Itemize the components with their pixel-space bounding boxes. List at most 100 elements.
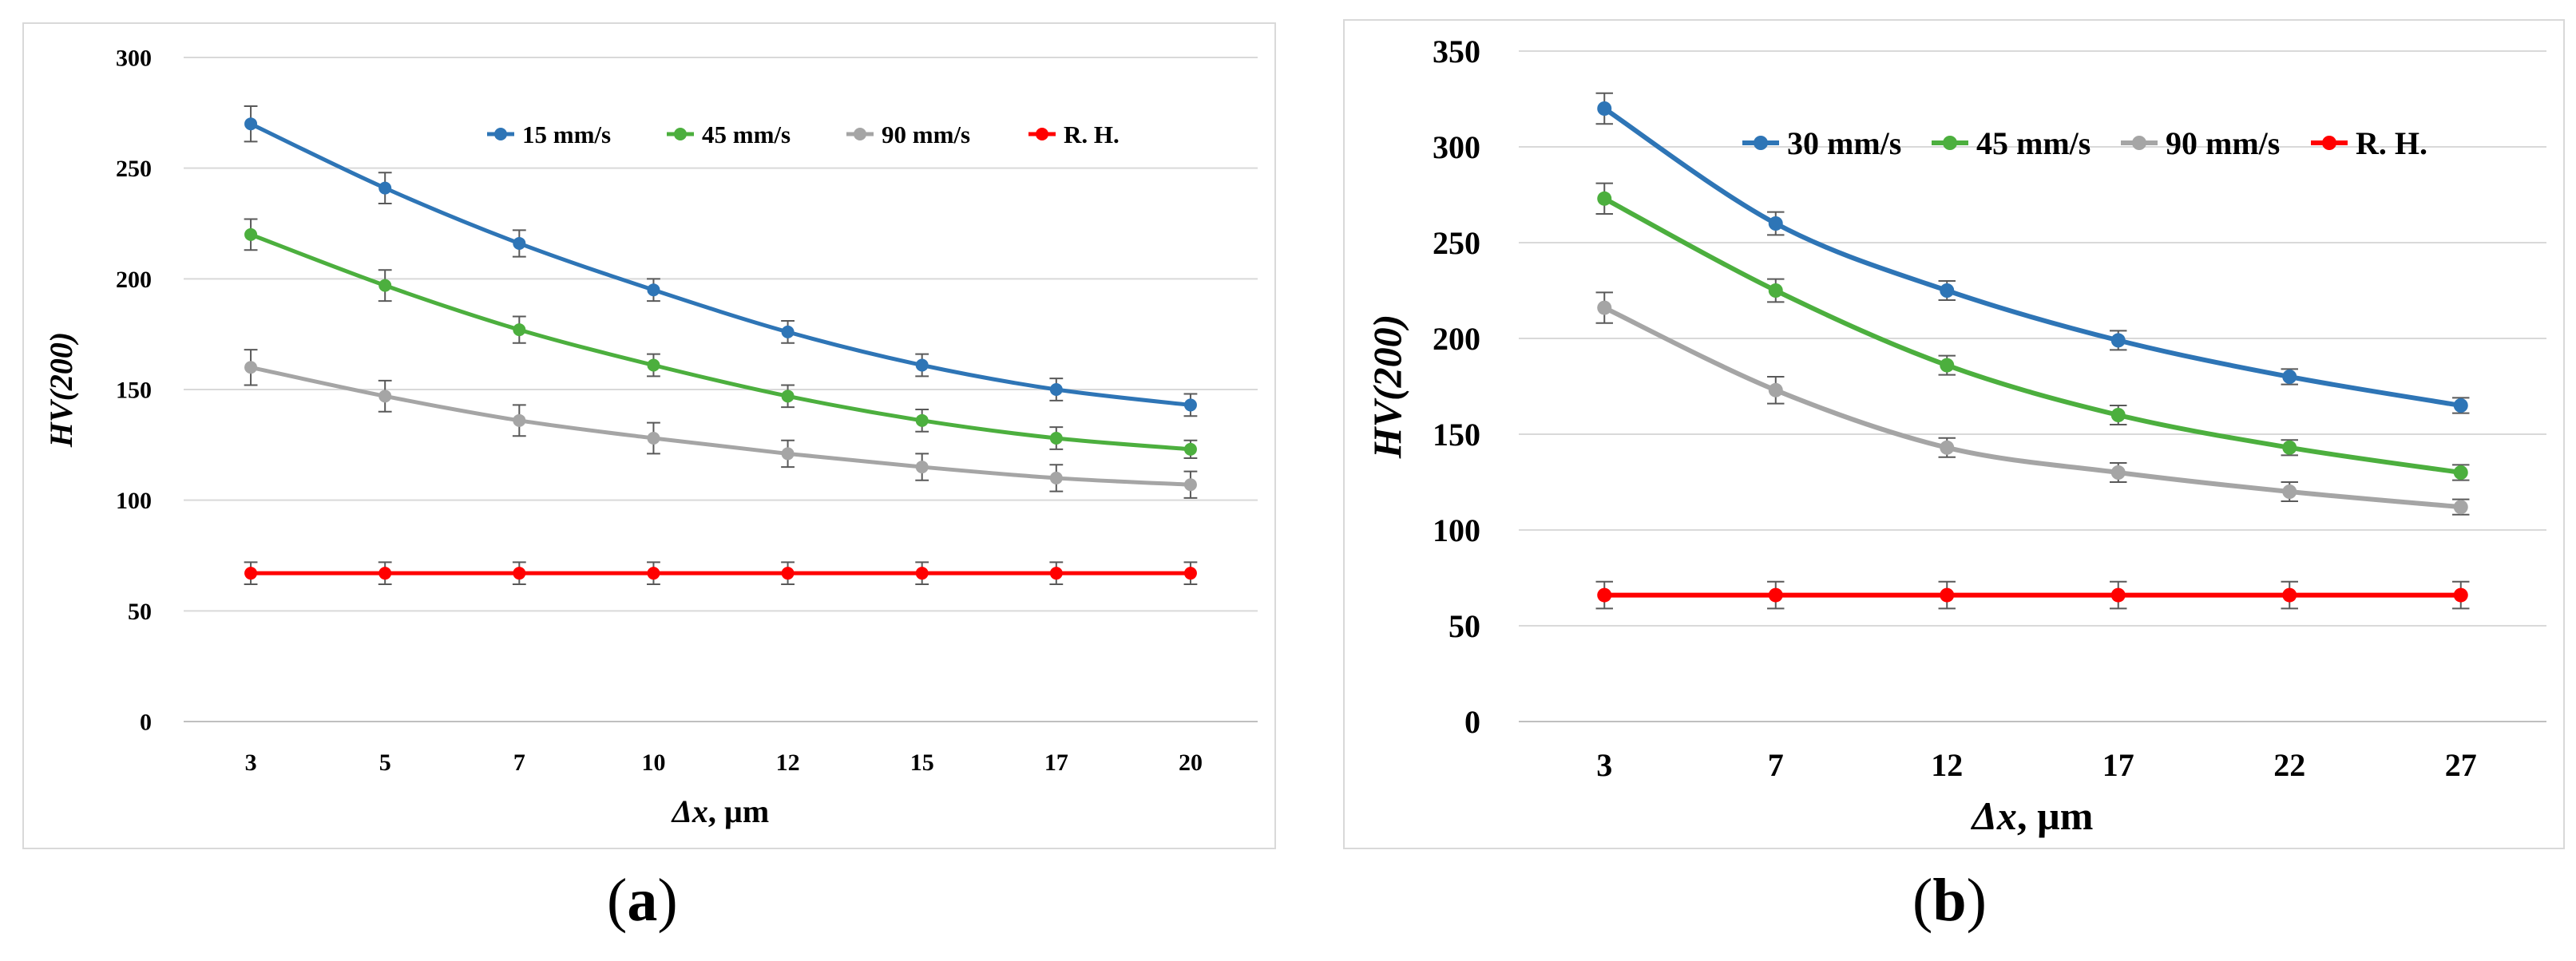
- series-marker: [781, 325, 795, 338]
- y-tick-label: 0: [1464, 704, 1480, 740]
- series-marker: [1049, 471, 1063, 484]
- series-marker: [1183, 398, 1197, 412]
- series-marker: [513, 323, 526, 337]
- series-marker: [1183, 478, 1197, 492]
- legend-swatch-marker: [1754, 136, 1768, 150]
- y-tick-label: 50: [128, 599, 152, 625]
- series-marker: [1940, 358, 1955, 373]
- series-marker: [1597, 101, 1612, 116]
- series-2: [1595, 291, 2470, 516]
- series-line: [1603, 106, 2462, 408]
- legend-label: 90 mm/s: [882, 121, 970, 148]
- legend-swatch-marker: [1036, 128, 1048, 140]
- x-axis-title-unit: , µm: [2017, 793, 2093, 838]
- x-tick-label: 10: [641, 749, 665, 776]
- series-marker: [244, 567, 258, 580]
- x-tick-label: 20: [1179, 749, 1203, 776]
- legend-label: 15 mm/s: [522, 121, 611, 148]
- caption-a-letter: a: [627, 867, 658, 934]
- x-tick-label: 17: [2102, 747, 2134, 783]
- series-marker: [2453, 500, 2468, 515]
- legend-swatch-marker: [2322, 136, 2336, 150]
- series-marker: [2110, 587, 2126, 603]
- x-tick-label: 17: [1044, 749, 1068, 776]
- legend-swatch-marker: [674, 128, 687, 140]
- series-marker: [915, 358, 929, 372]
- series-line: [250, 365, 1191, 487]
- series-2: [244, 349, 1198, 499]
- x-tick-label: 22: [2273, 747, 2305, 783]
- x-tick-label: 3: [245, 749, 257, 776]
- caption-a: (a): [607, 867, 678, 934]
- series-marker: [1940, 283, 1955, 298]
- legend-label: 90 mm/s: [2166, 125, 2280, 161]
- series-marker: [781, 390, 795, 403]
- x-axis-title-unit: , µm: [708, 793, 769, 829]
- series-3: [1595, 580, 2470, 610]
- series-marker: [1768, 382, 1783, 397]
- series-marker: [378, 390, 392, 403]
- chart-b-svg: 0 50 100 150 200 250 300 350 3 7 12 17 22 27 Δx, µm HV(…: [1365, 34, 2546, 838]
- series-line: [250, 232, 1191, 452]
- chart-a-svg: 0 50 100 150 200 250 300 3 5 7 10 12 15 17 20 Δx, µm HV(…: [43, 45, 1258, 829]
- x-axis-title-variable: Δx: [1971, 793, 2017, 838]
- x-axis-title: Δx, µm: [671, 793, 769, 829]
- x-tick-label: 5: [379, 749, 391, 776]
- series-marker: [2453, 398, 2468, 413]
- x-axis-title: Δx, µm: [1971, 793, 2094, 838]
- legend-label: R. H.: [2356, 125, 2427, 161]
- x-tick-label: 3: [1596, 747, 1612, 783]
- series-marker: [2110, 408, 2126, 422]
- chart-panel-b: 0 50 100 150 200 250 300 350 3 7 12 17 22 27 Δx, µm HV(…: [1343, 19, 2565, 849]
- series-marker: [1597, 587, 1612, 603]
- legend-swatch-marker: [854, 128, 866, 140]
- x-tick-label: 12: [776, 749, 800, 776]
- x-tick-label: 7: [513, 749, 525, 776]
- series-0: [244, 105, 1198, 417]
- series-marker: [513, 236, 526, 250]
- y-tick-label: 250: [1433, 225, 1480, 261]
- y-axis-title: HV(200): [43, 332, 79, 448]
- y-tick-label: 150: [116, 378, 152, 404]
- series-marker: [1597, 191, 1612, 206]
- series-marker: [1183, 567, 1197, 580]
- series-marker: [2110, 333, 2126, 348]
- series-marker: [244, 361, 258, 374]
- y-tick-label: 300: [1433, 129, 1480, 165]
- y-tick-label: 200: [116, 267, 152, 293]
- series-marker: [1049, 383, 1063, 396]
- series-line: [1603, 305, 2462, 510]
- legend: 15 mm/s 45 mm/s 90 mm/s R. H.: [487, 121, 1120, 148]
- legend-swatch-marker: [494, 128, 507, 140]
- series-marker: [1768, 587, 1783, 603]
- series-marker: [378, 279, 392, 292]
- series-marker: [378, 567, 392, 580]
- series-marker: [647, 567, 660, 580]
- y-tick-label: 350: [1433, 34, 1480, 69]
- series-marker: [2282, 440, 2297, 455]
- caption-b: (b): [1912, 867, 1987, 934]
- y-tick-label: 100: [116, 488, 152, 514]
- series-marker: [1049, 432, 1063, 445]
- x-tick-label: 7: [1768, 747, 1784, 783]
- series-3: [244, 561, 1198, 586]
- series-marker: [647, 283, 660, 297]
- series-marker: [1768, 283, 1783, 298]
- series-marker: [647, 358, 660, 372]
- y-tick-label: 0: [140, 710, 152, 736]
- legend-label: 45 mm/s: [1976, 125, 2091, 161]
- caption-b-letter: b: [1932, 867, 1967, 934]
- y-tick-label: 200: [1433, 321, 1480, 357]
- x-tick-label: 12: [1931, 747, 1963, 783]
- series-marker: [647, 432, 660, 445]
- y-tick-label: 300: [116, 45, 152, 72]
- legend-label: R. H.: [1064, 121, 1120, 148]
- y-tick-label: 150: [1433, 417, 1480, 453]
- series-marker: [915, 567, 929, 580]
- x-axis-title-variable: Δx: [671, 793, 708, 829]
- series-marker: [2110, 465, 2126, 480]
- y-tick-label: 50: [1449, 608, 1480, 644]
- series-marker: [244, 227, 258, 241]
- series-1: [244, 218, 1198, 459]
- series-marker: [378, 181, 392, 195]
